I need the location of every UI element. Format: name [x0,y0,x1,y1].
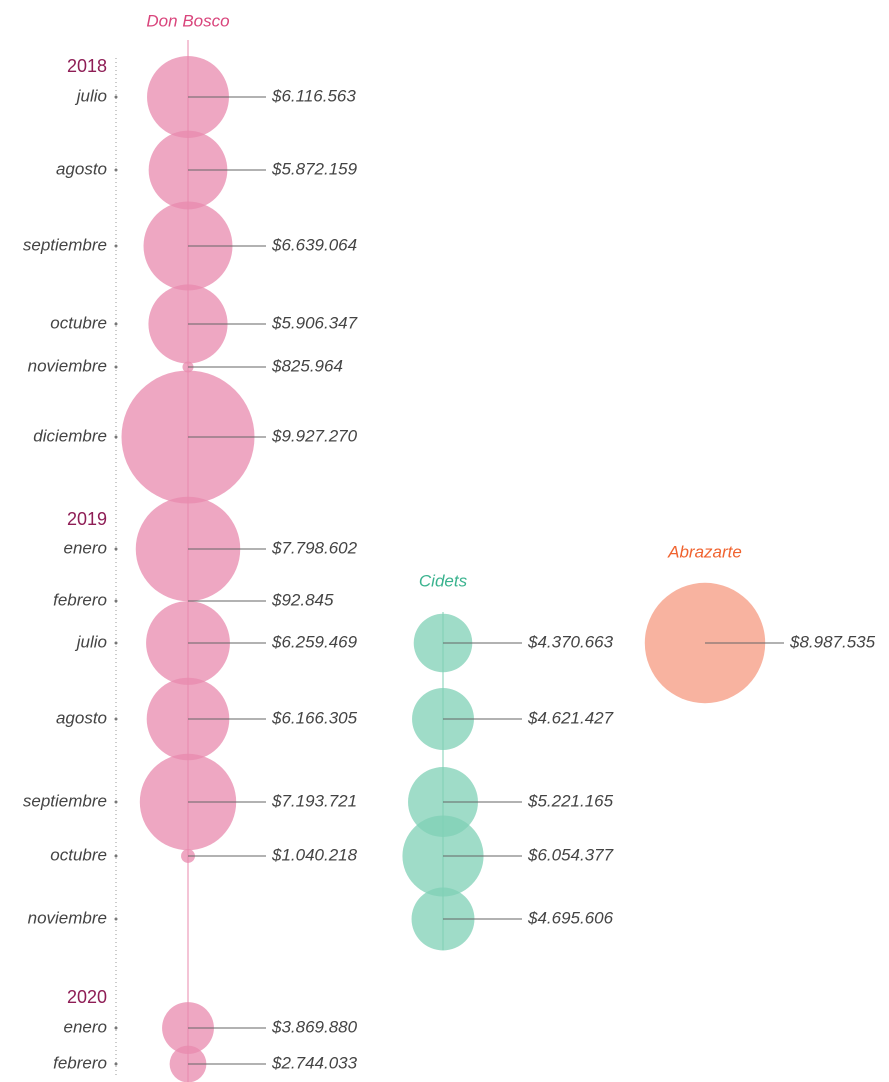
month-label: julio [75,632,107,651]
month-label: diciembre [33,426,107,445]
month-label: noviembre [28,356,107,375]
value-label: $4.621.427 [527,708,614,727]
series-title: Abrazarte [667,542,742,561]
value-label: $6.116.563 [271,86,356,105]
month-label: agosto [56,159,107,178]
month-label: septiembre [23,235,107,254]
tick-dot [114,547,118,551]
tick-dot [114,435,118,439]
value-label: $1.040.218 [271,845,358,864]
tick-dot [114,917,118,921]
value-label: $6.639.064 [271,235,357,254]
month-label: julio [75,86,107,105]
tick-dot [114,717,118,721]
series-title: Don Bosco [146,11,229,30]
month-label: enero [64,1017,107,1036]
month-label: agosto [56,708,107,727]
year-label: 2020 [67,987,107,1007]
value-label: $92.845 [271,590,334,609]
month-label: septiembre [23,791,107,810]
value-label: $3.869.880 [271,1017,358,1036]
value-label: $5.906.347 [271,313,358,332]
tick-dot [114,95,118,99]
tick-dot [114,854,118,858]
series-title: Cidets [419,571,468,590]
year-label: 2018 [67,56,107,76]
tick-dot [114,800,118,804]
month-label: febrero [53,590,107,609]
tick-dot [114,641,118,645]
value-label: $2.744.033 [271,1053,358,1072]
year-label: 2019 [67,509,107,529]
month-label: octubre [50,313,107,332]
tick-dot [114,244,118,248]
tick-dot [114,1062,118,1066]
value-label: $7.193.721 [271,791,357,810]
value-label: $6.259.469 [271,632,358,651]
tick-dot [114,599,118,603]
value-label: $5.872.159 [271,159,358,178]
value-label: $6.054.377 [527,845,614,864]
tick-dot [114,168,118,172]
tick-dot [114,365,118,369]
value-label: $9.927.270 [271,426,358,445]
value-label: $6.166.305 [271,708,358,727]
value-label: $7.798.602 [271,538,358,557]
value-label: $4.695.606 [527,908,614,927]
tick-dot [114,1026,118,1030]
month-label: octubre [50,845,107,864]
value-label: $825.964 [271,356,343,375]
value-label: $5.221.165 [527,791,614,810]
month-label: febrero [53,1053,107,1072]
value-label: $4.370.663 [527,632,614,651]
month-label: noviembre [28,908,107,927]
tick-dot [114,322,118,326]
month-label: enero [64,538,107,557]
value-label: $8.987.535 [789,632,876,651]
